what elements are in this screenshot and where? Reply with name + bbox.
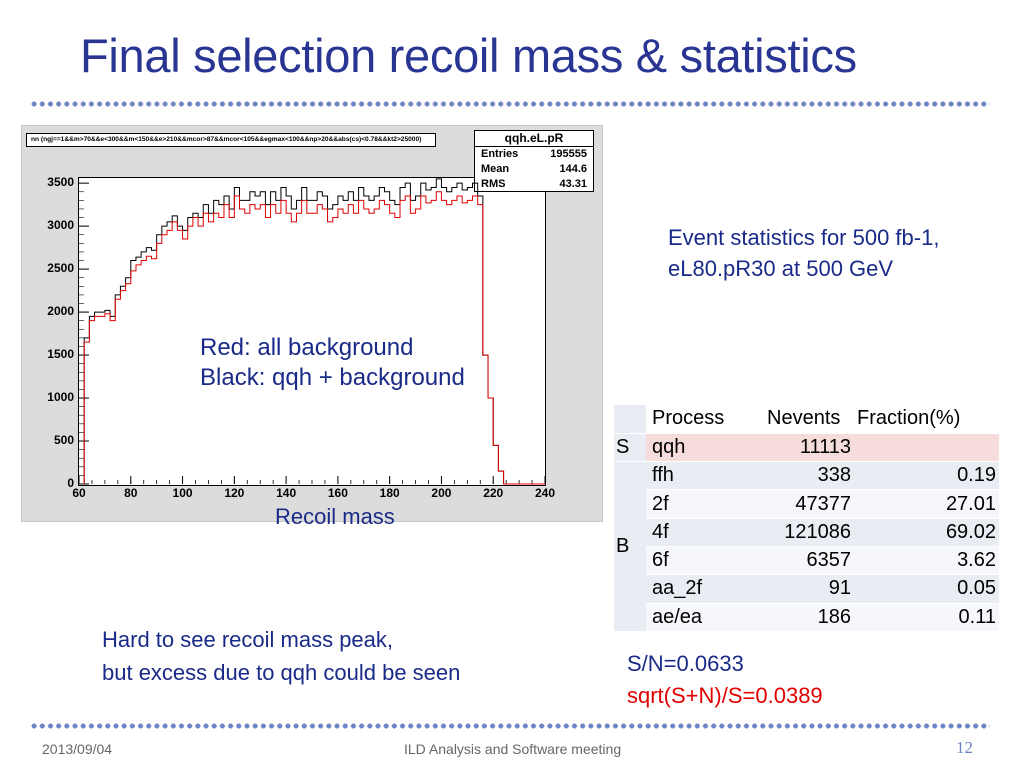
stat-value: 195555: [550, 148, 587, 160]
table-row: ae/ea 186 0.11: [614, 603, 999, 632]
cell-fraction: 0.05: [854, 574, 999, 604]
y-tick-label: 1500: [47, 347, 74, 362]
cell-process: 6f: [646, 546, 764, 576]
cell-process: ae/ea: [646, 603, 764, 632]
cell-nevents: 121086: [764, 518, 854, 547]
x-tick-label: 100: [172, 486, 193, 500]
cut-string-box: nn (ngj==1&&m>70&&e<300&&m<150&&e>210&&m…: [26, 133, 436, 147]
signal-to-noise: S/N=0.0633: [627, 651, 744, 676]
table-row: B ffh 338 0.19: [614, 461, 999, 632]
slide-title: Final selection recoil mass & statistics: [80, 29, 857, 82]
cell-nevents: 11113: [764, 433, 854, 463]
cell-nevents: 47377: [764, 489, 854, 519]
y-tick-label: 1000: [47, 390, 74, 405]
stat-value: 43.31: [559, 178, 587, 190]
series-red-all-background: [83, 191, 545, 485]
note-excess-qqh: but excess due to qqh could be seen: [102, 660, 461, 685]
x-tick-label: 160: [327, 486, 348, 500]
x-tick-label: 240: [534, 486, 556, 500]
note-hard-to-see: Hard to see recoil mass peak,: [102, 627, 394, 652]
stat-box-name: qqh.eL.pR: [475, 131, 593, 147]
stat-row-mean: Mean 144.6: [475, 162, 593, 177]
y-tick-label: 2000: [47, 304, 74, 319]
significance-ratio: sqrt(S+N)/S=0.0389: [627, 683, 823, 708]
table-header-row: Process Nevents Fraction(%): [614, 405, 999, 434]
cell-fraction: 3.62: [854, 546, 999, 576]
top-dotted-divider: [30, 101, 990, 107]
cell-process: ffh: [646, 461, 764, 491]
stat-value: 144.6: [559, 163, 587, 175]
cell-process: aa_2f: [646, 574, 764, 604]
cell-process: 2f: [646, 489, 764, 519]
series-black-qqh-plus-background: [83, 178, 545, 485]
group-signal: S: [614, 433, 646, 463]
y-tick-label: 3500: [47, 175, 74, 190]
table-row: 6f 6357 3.62: [614, 546, 999, 576]
header-process: Process: [646, 405, 764, 434]
cell-process: qqh: [646, 433, 764, 463]
x-tick-label: 80: [124, 486, 138, 500]
cell-nevents: 338: [764, 461, 854, 491]
stat-box: qqh.eL.pR Entries 195555 Mean 144.6 RMS 43.…: [474, 130, 594, 192]
cell-fraction: 27.01: [854, 489, 999, 519]
cell-nevents: 186: [764, 603, 854, 632]
cell-process: 4f: [646, 518, 764, 547]
legend-black-qqh: Black: qqh + background: [200, 364, 465, 391]
stat-label: RMS: [481, 178, 506, 190]
table-header-empty: [614, 405, 646, 434]
bottom-dotted-divider: [30, 723, 990, 729]
header-nevents: Nevents: [764, 405, 854, 434]
footer-date: 2013/09/04: [42, 741, 113, 757]
stat-row-entries: Entries 195555: [475, 147, 593, 162]
x-tick-label: 200: [431, 486, 452, 500]
table-row: 2f 47377 27.01: [614, 489, 999, 519]
table-row: 4f 121086 69.02: [614, 518, 999, 547]
y-tick-label: 3000: [47, 218, 74, 233]
y-tick-label: 2500: [47, 261, 74, 276]
x-tick-label: 60: [72, 486, 86, 500]
x-tick-label: 140: [276, 486, 297, 500]
group-background: B: [614, 461, 646, 632]
footer-meeting: ILD Analysis and Software meeting: [404, 741, 622, 757]
stat-label: Mean: [481, 163, 510, 175]
y-tick-label: 0: [67, 476, 74, 490]
y-tick-label: 500: [53, 433, 74, 448]
cell-nevents: 6357: [764, 546, 854, 576]
plot-frame: [78, 177, 546, 486]
x-tick-label: 220: [483, 486, 504, 500]
page-number: 12: [956, 738, 973, 757]
event-stats-line1: Event statistics for 500 fb-1,: [668, 225, 940, 250]
x-axis-label: Recoil mass: [275, 504, 395, 529]
cell-nevents: 91: [764, 574, 854, 604]
legend-red-background: Red: all background: [200, 334, 414, 361]
cell-fraction: 0.11: [854, 603, 999, 632]
table-row: S qqh 11113: [614, 433, 999, 463]
header-fraction: Fraction(%): [854, 405, 999, 434]
cell-fraction: 69.02: [854, 518, 999, 547]
x-tick-label: 180: [379, 486, 400, 500]
event-statistics-table: Process Nevents Fraction(%) S qqh 11113 …: [614, 405, 999, 632]
x-tick-label: 120: [224, 486, 245, 500]
cell-fraction: [854, 433, 999, 463]
cell-fraction: 0.19: [854, 461, 999, 491]
event-stats-line2: eL80.pR30 at 500 GeV: [668, 256, 894, 281]
stat-row-rms: RMS 43.31: [475, 177, 593, 192]
table-row: aa_2f 91 0.05: [614, 574, 999, 604]
stat-label: Entries: [481, 148, 519, 160]
